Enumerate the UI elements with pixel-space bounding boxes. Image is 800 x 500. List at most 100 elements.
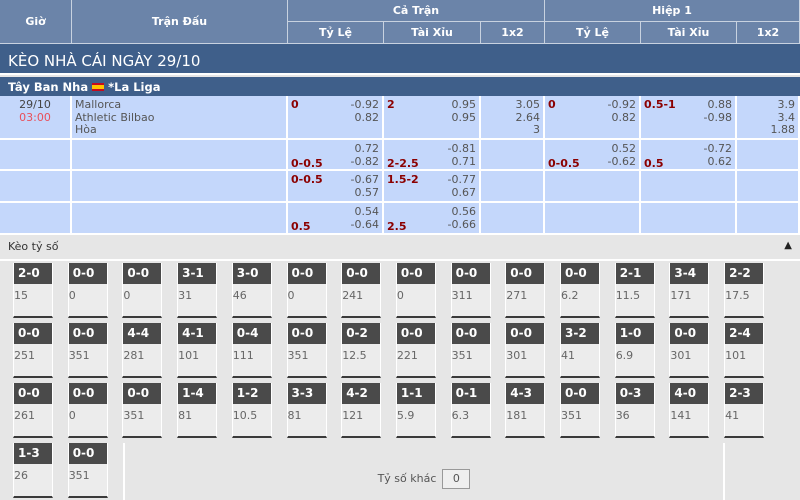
score-card[interactable]: 3-2 41 (560, 323, 600, 378)
odd-1[interactable]: 0.52 (611, 142, 637, 155)
odd-1[interactable]: 0.95 (451, 98, 477, 111)
score-label: 0-0 (396, 263, 435, 284)
score-card[interactable]: 0-0 311 (450, 263, 491, 318)
score-card[interactable]: 4-1 101 (177, 323, 218, 378)
odd-1x2[interactable]: 3 (533, 123, 540, 136)
odd-1x2[interactable]: 3.05 (515, 98, 541, 111)
score-card[interactable]: 1-4 81 (177, 383, 218, 438)
score-card[interactable]: 0-0 0 (286, 263, 327, 318)
score-label: 0-0 (451, 263, 490, 284)
odd-1[interactable]: -0.92 (607, 98, 636, 111)
odd-1[interactable]: 0.54 (354, 205, 380, 218)
score-card[interactable]: 0-0 0 (395, 263, 436, 318)
odd-1x2[interactable]: 2.64 (515, 110, 541, 124)
line: 2.5 (387, 220, 407, 233)
score-card[interactable]: 1-2 10.5 (231, 383, 272, 438)
odd-2[interactable]: -0.64 (350, 217, 379, 231)
odd-1x2[interactable]: 1.88 (770, 123, 796, 136)
odd-2[interactable]: 0.57 (354, 185, 380, 199)
score-card[interactable]: 0-0 261 (13, 383, 53, 438)
odd-2[interactable]: -0.66 (447, 217, 476, 231)
score-card[interactable]: 1-0 6.9 (614, 323, 655, 378)
league-bar[interactable]: Tây Ban Nha *La Liga (0, 77, 800, 96)
odd-1x2[interactable]: 3.4 (777, 110, 796, 124)
odd-2[interactable]: 0.95 (451, 110, 477, 124)
odd-2[interactable]: 0.67 (451, 185, 477, 199)
score-card[interactable]: 0-0 0 (67, 383, 108, 438)
score-card[interactable]: 0-0 351 (67, 323, 108, 378)
odd-1[interactable]: -0.72 (703, 142, 732, 155)
odd-2[interactable]: -0.98 (703, 110, 732, 124)
score-card[interactable]: 0-0 351 (560, 383, 600, 438)
h1-1x2-cell (737, 171, 800, 203)
ft-1x2-cell: 3.05 2.64 3 (481, 96, 545, 140)
score-card[interactable]: 4-2 121 (341, 383, 382, 438)
header-h1-tai-xiu: Tài Xỉu (641, 22, 737, 44)
odd-2[interactable]: -0.82 (350, 154, 379, 168)
odd-2[interactable]: 0.71 (451, 154, 477, 168)
score-card[interactable]: 0-0 6.2 (560, 263, 600, 318)
odd-1[interactable]: -0.67 (350, 173, 379, 186)
score-card[interactable]: 4-4 281 (122, 323, 163, 378)
match-cell: Mallorca Athletic Bilbao Hòa (72, 96, 288, 140)
score-card[interactable]: 0-0 351 (122, 383, 163, 438)
score-card[interactable]: 1-1 5.9 (395, 383, 436, 438)
score-card[interactable]: 2-4 101 (724, 323, 765, 378)
score-label: 2-3 (725, 383, 764, 404)
score-card[interactable]: 0-0 301 (505, 323, 546, 378)
score-card[interactable]: 0-0 351 (67, 443, 108, 498)
header-ft-ty-le: Tỷ Lệ (288, 22, 384, 44)
league-name: *La Liga (108, 79, 161, 94)
odd-2[interactable]: 0.82 (354, 110, 380, 124)
score-card[interactable]: 3-3 81 (286, 383, 327, 438)
odd-2[interactable]: 0.62 (707, 154, 733, 168)
other-score-value[interactable]: 0 (442, 468, 471, 489)
score-odd: 41 (561, 349, 575, 362)
score-card[interactable]: 3-4 171 (669, 263, 710, 318)
score-card[interactable]: 0-0 351 (286, 323, 327, 378)
score-odd: 181 (506, 409, 528, 422)
score-card[interactable]: 0-0 221 (395, 323, 436, 378)
odd-1[interactable]: 0.56 (451, 205, 477, 218)
score-odd: 81 (287, 409, 302, 422)
score-card[interactable]: 2-0 15 (13, 263, 53, 318)
score-card[interactable]: 0-0 301 (669, 323, 710, 378)
h1-over-under-cell: 0.5-1 0.88 -0.98 (641, 96, 737, 140)
score-card[interactable]: 4-0 141 (669, 383, 710, 438)
score-label: 4-4 (123, 323, 162, 344)
odd-1[interactable]: 0.72 (354, 142, 380, 155)
header-h1-1x2: 1x2 (737, 22, 800, 44)
h1-handicap-cell: 0-0.5 0.52 -0.62 (545, 140, 641, 171)
score-section-header[interactable]: Kèo tỷ số (0, 235, 800, 261)
score-card[interactable]: 0-4 111 (231, 323, 272, 378)
score-card[interactable]: 0-0 351 (450, 323, 491, 378)
score-card[interactable]: 3-1 31 (177, 263, 218, 318)
score-card[interactable]: 3-0 46 (231, 263, 272, 318)
score-card[interactable]: 1-3 26 (13, 443, 53, 498)
score-label: 0-0 (123, 383, 162, 404)
odd-1[interactable]: -0.81 (447, 142, 476, 155)
score-card[interactable]: 0-1 6.3 (450, 383, 491, 438)
odd-1[interactable]: 0.88 (707, 98, 733, 111)
odd-1[interactable]: -0.77 (447, 173, 476, 186)
score-odd: 351 (68, 349, 90, 362)
score-card[interactable]: 0-3 36 (614, 383, 655, 438)
score-card[interactable]: 0-0 0 (67, 263, 108, 318)
caret-up-icon[interactable]: ▲ (784, 240, 792, 251)
score-odd: 26 (14, 469, 28, 482)
score-card[interactable]: 2-1 11.5 (614, 263, 655, 318)
score-card[interactable]: 2-2 17.5 (724, 263, 765, 318)
odd-2[interactable]: -0.62 (607, 154, 636, 168)
score-card[interactable]: 0-2 12.5 (341, 323, 382, 378)
score-card[interactable]: 4-3 181 (505, 383, 546, 438)
score-card[interactable]: 0-0 251 (13, 323, 53, 378)
odd-1[interactable]: -0.92 (350, 98, 379, 111)
score-label: 3-0 (232, 263, 271, 284)
odd-2[interactable]: 0.82 (611, 110, 637, 124)
score-card[interactable]: 0-0 241 (341, 263, 382, 318)
score-card[interactable]: 0-0 271 (505, 263, 546, 318)
score-odd: 10.5 (232, 409, 258, 422)
score-card[interactable]: 2-3 41 (724, 383, 765, 438)
odd-1x2[interactable]: 3.9 (777, 98, 796, 111)
score-card[interactable]: 0-0 0 (122, 263, 163, 318)
